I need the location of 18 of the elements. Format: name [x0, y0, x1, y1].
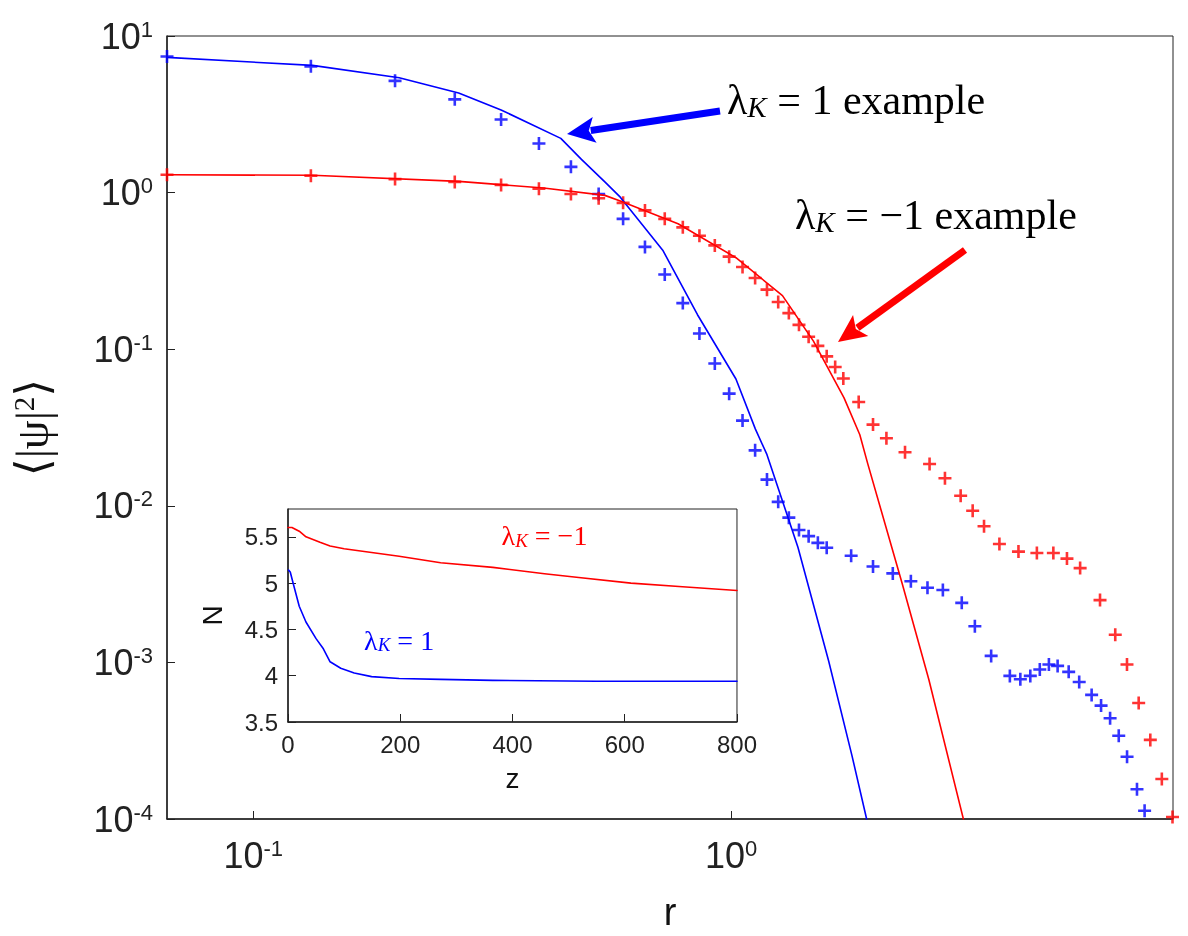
x-tick-label: 800 — [716, 730, 757, 758]
series-label: λK = 1 — [364, 624, 435, 656]
y-axis-title: ⟨|ψ|2⟩ — [6, 378, 58, 477]
x-axis-title: r — [663, 891, 677, 933]
y-tick-label: 5.5 — [244, 523, 278, 551]
y-tick-label: 4.5 — [244, 615, 278, 643]
annotation: λK = 1 example — [727, 77, 986, 123]
x-tick-label: 0 — [281, 730, 295, 758]
x-tick-label: 200 — [380, 730, 421, 758]
y-axis-title: N — [196, 605, 228, 626]
y-tick-label: 5 — [264, 569, 278, 597]
series-label: λK = −1 — [501, 520, 588, 552]
x-axis-title: z — [505, 762, 520, 794]
annotation: λK = −1 example — [795, 192, 1077, 238]
y-tick-label: 3.5 — [244, 708, 278, 736]
x-tick-label: 600 — [604, 730, 645, 758]
y-tick-label: 4 — [264, 662, 278, 690]
x-tick-label: 400 — [492, 730, 533, 758]
